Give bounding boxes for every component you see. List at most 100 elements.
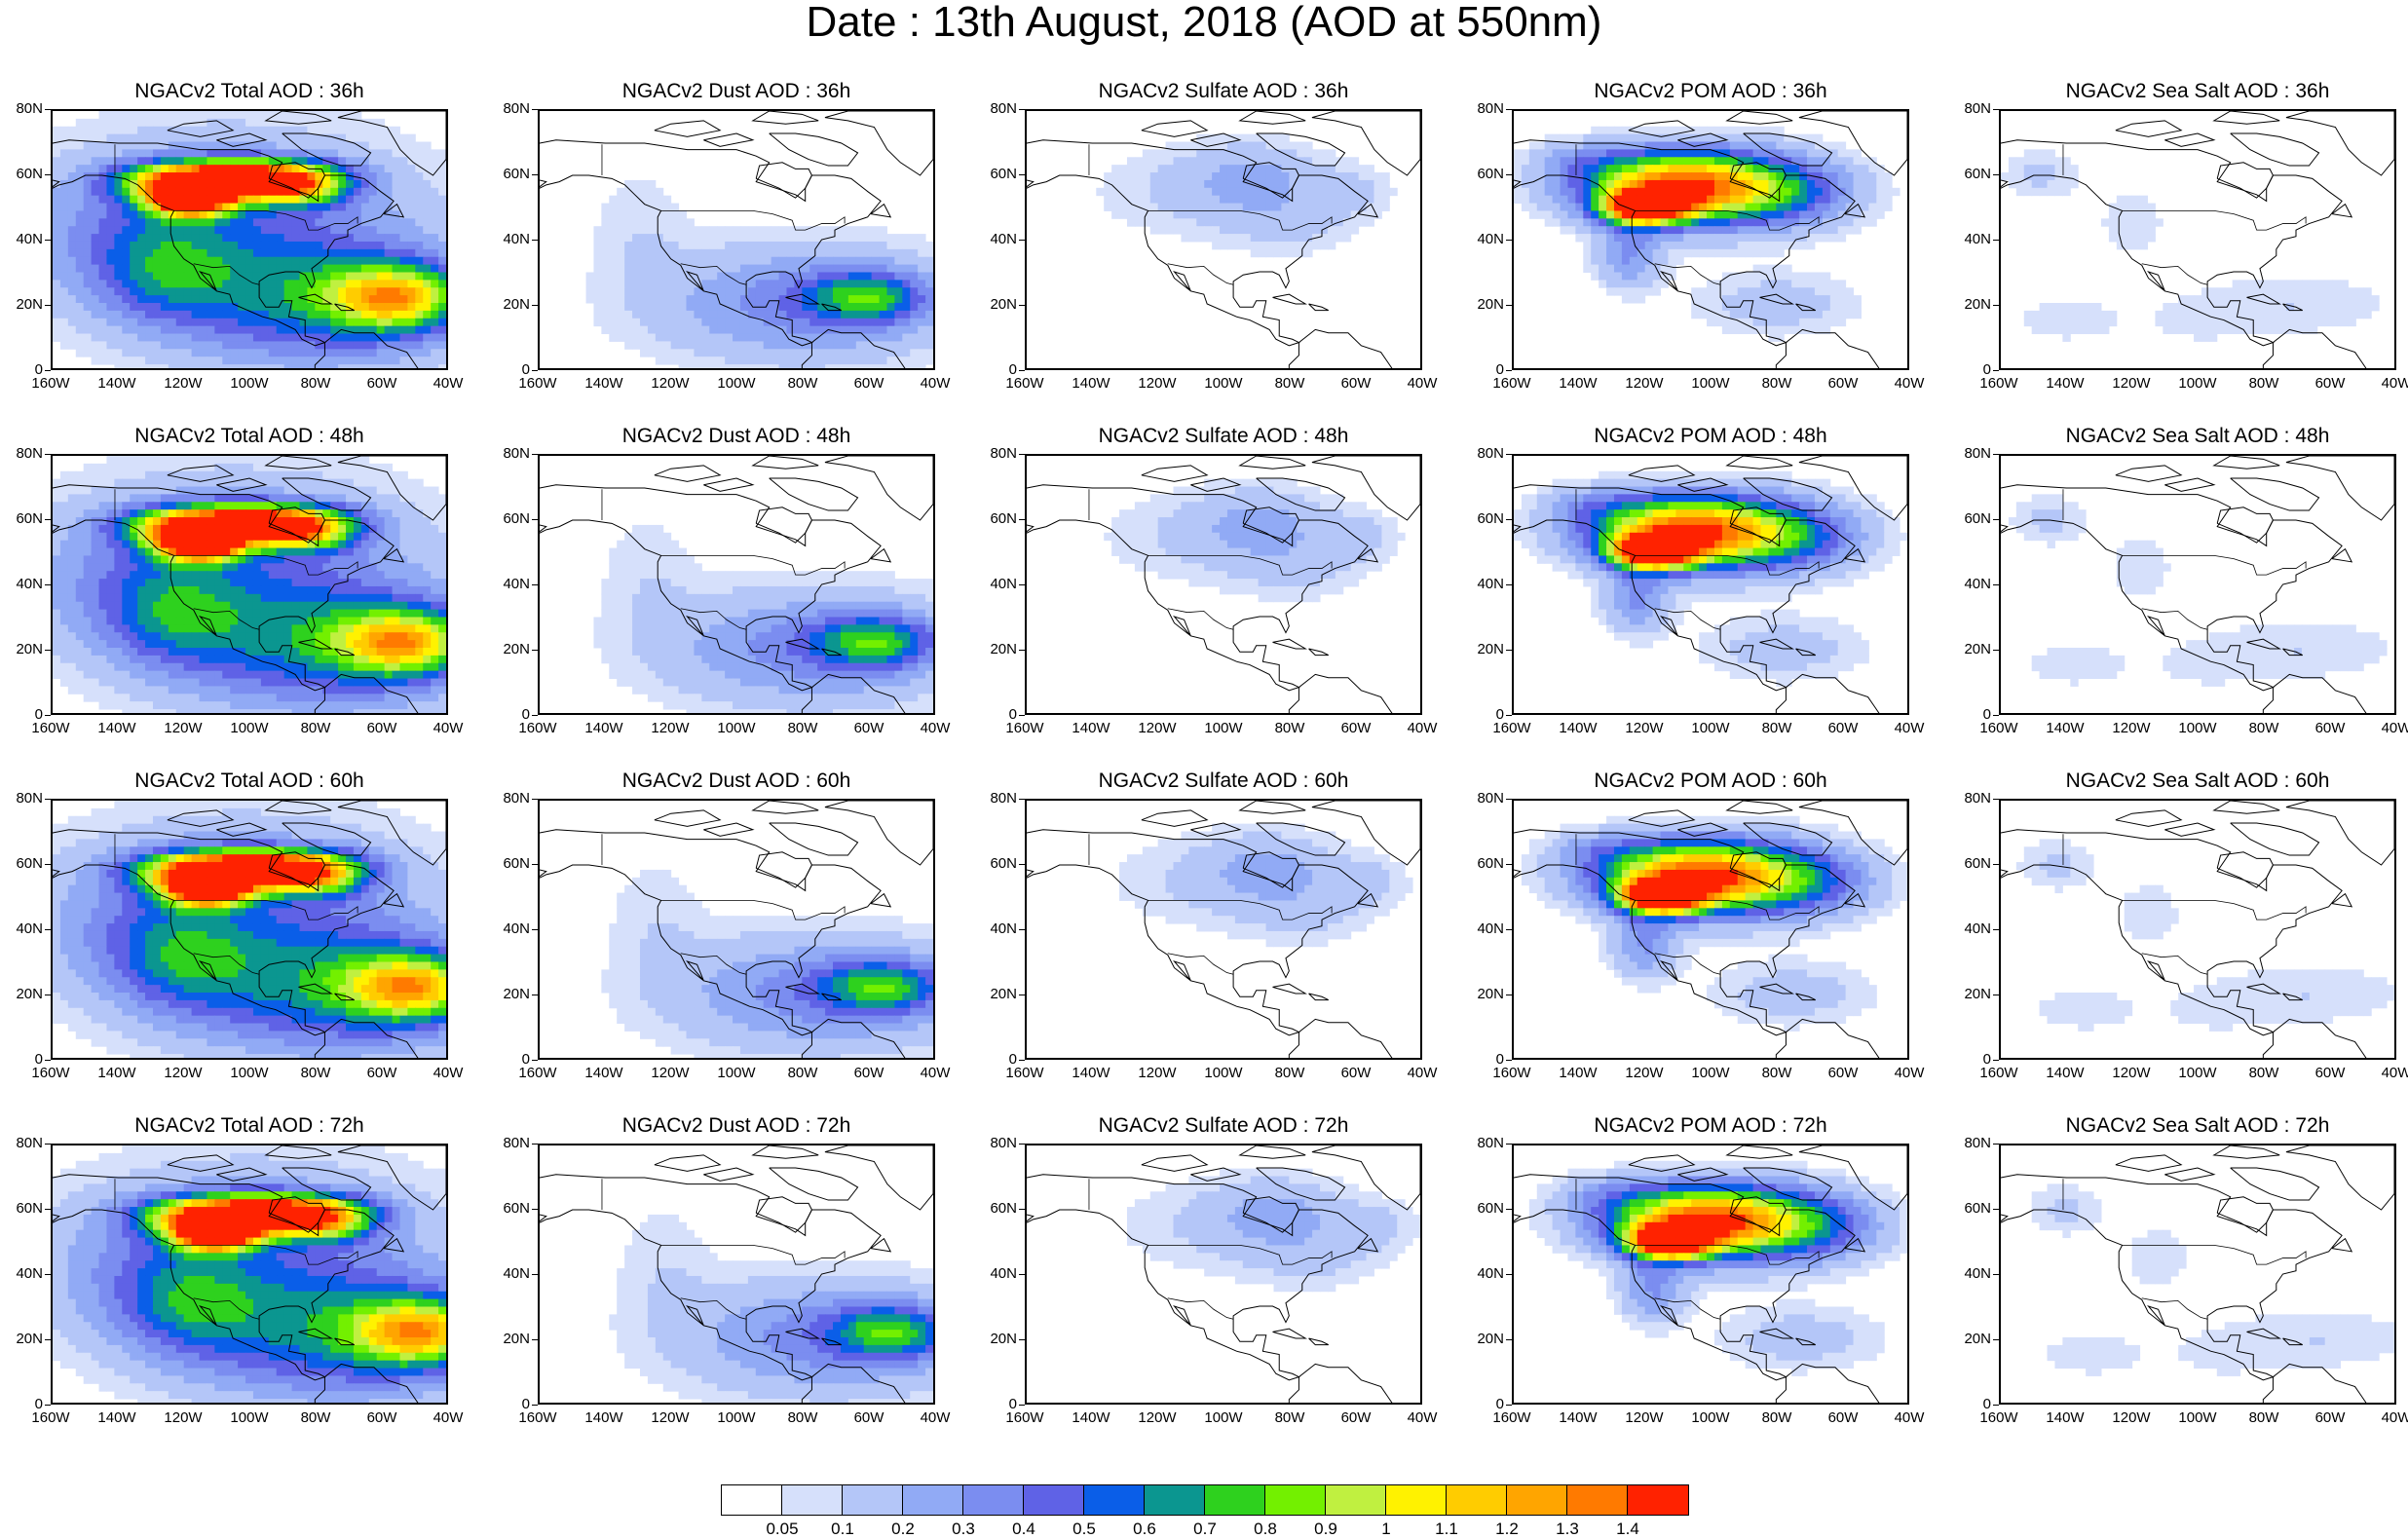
latitude-tick-label: 80N [1948, 791, 1991, 807]
latitude-tick-mark [1506, 519, 1512, 520]
colorbar-bin [1386, 1485, 1447, 1515]
longitude-tick-label: 40W [2367, 721, 2408, 736]
longitude-tick-label: 100W [2168, 721, 2227, 736]
map-plot-area [51, 799, 448, 1060]
colorbar-tick-label: 1.3 [1538, 1520, 1597, 1539]
longitude-tick-label: 160W [996, 1410, 1054, 1426]
latitude-tick-label: 20N [1461, 297, 1504, 313]
colorbar-bin [1507, 1485, 1567, 1515]
longitude-tick-label: 120W [641, 721, 699, 736]
longitude-tick-label: 80W [773, 721, 832, 736]
latitude-tick-mark [1019, 370, 1025, 371]
longitude-tick-label: 120W [1615, 376, 1674, 392]
longitude-tick-label: 60W [353, 376, 411, 392]
latitude-tick-label: 40N [0, 577, 43, 592]
colorbar-tick-label: 0.4 [995, 1520, 1053, 1539]
latitude-tick-mark [1506, 305, 1512, 306]
colorbar-bin [1326, 1485, 1386, 1515]
map-plot-area [1999, 109, 2396, 370]
latitude-tick-label: 20N [487, 1332, 530, 1347]
latitude-tick-label: 80N [487, 446, 530, 462]
longitude-tick-label: 140W [88, 1410, 146, 1426]
latitude-tick-mark [1019, 240, 1025, 241]
panel-title: NGACv2 POM AOD : 60h [1512, 770, 1909, 793]
latitude-tick-mark [532, 1209, 538, 1210]
latitude-tick-label: 40N [1461, 921, 1504, 937]
latitude-tick-label: 80N [487, 101, 530, 117]
latitude-tick-label: 40N [1948, 1266, 1991, 1282]
longitude-tick-label: 140W [1549, 1410, 1607, 1426]
latitude-tick-label: 40N [974, 232, 1017, 247]
latitude-tick-mark [1506, 1405, 1512, 1406]
colorbar-bin [1205, 1485, 1265, 1515]
panel-title: NGACv2 Sea Salt AOD : 72h [1999, 1114, 2396, 1138]
latitude-tick-label: 80N [1461, 446, 1504, 462]
latitude-tick-mark [1019, 1144, 1025, 1145]
longitude-tick-label: 160W [996, 1066, 1054, 1081]
longitude-tick-label: 160W [508, 1410, 567, 1426]
longitude-tick-label: 80W [1260, 1066, 1319, 1081]
colorbar-bin [1628, 1485, 1688, 1515]
panel-title: NGACv2 POM AOD : 72h [1512, 1114, 1909, 1138]
longitude-tick-label: 140W [575, 721, 633, 736]
colorbar-bin [963, 1485, 1024, 1515]
longitude-tick-label: 100W [1194, 1410, 1253, 1426]
longitude-tick-label: 60W [1327, 1410, 1385, 1426]
aod-field [1529, 1161, 1907, 1376]
colorbar-bin [1265, 1485, 1326, 1515]
longitude-tick-label: 160W [1970, 1410, 2028, 1426]
latitude-tick-label: 40N [974, 921, 1017, 937]
panel-title: NGACv2 Dust AOD : 48h [538, 425, 935, 448]
longitude-tick-label: 60W [840, 376, 898, 392]
longitude-tick-label: 160W [508, 1066, 567, 1081]
longitude-tick-label: 120W [1615, 1066, 1674, 1081]
latitude-tick-label: 60N [487, 1201, 530, 1217]
latitude-tick-mark [1506, 864, 1512, 865]
latitude-tick-mark [45, 109, 51, 110]
longitude-tick-label: 60W [1327, 376, 1385, 392]
latitude-tick-mark [45, 715, 51, 716]
aod-field [593, 525, 933, 713]
aod-field [609, 1215, 933, 1403]
map-plot-area [1512, 799, 1909, 1060]
longitude-tick-label: 120W [2102, 1066, 2161, 1081]
latitude-tick-mark [45, 1405, 51, 1406]
latitude-tick-mark [1019, 1274, 1025, 1275]
latitude-tick-mark [1993, 929, 1999, 930]
latitude-tick-label: 60N [487, 856, 530, 872]
latitude-tick-mark [532, 1339, 538, 1340]
latitude-tick-mark [45, 1209, 51, 1210]
map-plot-area [1025, 1144, 1422, 1405]
longitude-tick-label: 120W [1615, 721, 1674, 736]
longitude-tick-label: 40W [2367, 1066, 2408, 1081]
longitude-tick-label: 40W [906, 1066, 964, 1081]
latitude-tick-mark [532, 1060, 538, 1061]
latitude-tick-label: 20N [974, 642, 1017, 657]
longitude-tick-label: 160W [1483, 376, 1541, 392]
longitude-tick-label: 140W [575, 1410, 633, 1426]
longitude-tick-label: 140W [1062, 1410, 1120, 1426]
longitude-tick-label: 120W [1615, 1410, 1674, 1426]
longitude-tick-label: 80W [1748, 721, 1806, 736]
latitude-tick-label: 60N [1461, 167, 1504, 182]
colorbar-bin [1145, 1485, 1205, 1515]
latitude-tick-label: 80N [974, 1136, 1017, 1151]
latitude-tick-mark [1506, 109, 1512, 110]
country-border [2142, 264, 2207, 284]
colorbar-tick-label: 1.2 [1478, 1520, 1536, 1539]
longitude-tick-label: 160W [21, 1066, 80, 1081]
longitude-tick-label: 100W [220, 376, 279, 392]
longitude-tick-label: 40W [906, 1410, 964, 1426]
aod-field [1127, 1169, 1420, 1293]
latitude-tick-label: 40N [487, 921, 530, 937]
latitude-tick-label: 80N [1461, 1136, 1504, 1151]
latitude-tick-label: 60N [487, 511, 530, 527]
latitude-tick-label: 20N [487, 987, 530, 1002]
